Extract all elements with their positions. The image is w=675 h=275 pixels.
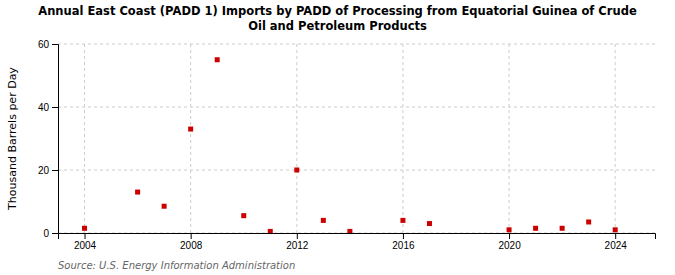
x-tick-mark bbox=[403, 233, 404, 239]
point bbox=[613, 227, 618, 232]
y-tick-label: 60 bbox=[38, 39, 50, 50]
point bbox=[347, 229, 352, 233]
point bbox=[188, 127, 193, 132]
y-tick-mark bbox=[52, 233, 58, 234]
point bbox=[533, 226, 538, 231]
chart: 2004 2008 2012 2016 2020 2024 0 20 40 60 Annual Ea… bbox=[0, 0, 675, 275]
x-axis-line bbox=[59, 234, 656, 240]
y-tick-label: 0 bbox=[43, 228, 49, 239]
point bbox=[135, 190, 140, 195]
x-tick-mark bbox=[85, 233, 86, 239]
y-axis-title: Thousand Barrels per Day bbox=[6, 67, 19, 211]
grid bbox=[58, 44, 655, 233]
point bbox=[427, 221, 432, 226]
y-tick: 0 bbox=[43, 228, 58, 239]
y-tick-mark bbox=[52, 107, 58, 108]
point bbox=[294, 168, 299, 173]
grid-line-x bbox=[509, 44, 510, 233]
x-tick: 2012 bbox=[286, 233, 309, 251]
grid-line-y bbox=[58, 107, 655, 108]
y-tick: 40 bbox=[38, 102, 58, 113]
title: Annual East Coast (PADD 1) Imports by PA… bbox=[38, 4, 637, 33]
x-tick-mark bbox=[615, 233, 616, 239]
grid-line-x bbox=[84, 44, 85, 233]
x-tick: 2008 bbox=[180, 233, 203, 251]
source: Source: U.S. Energy Information Administ… bbox=[58, 260, 295, 271]
grid-line-x bbox=[190, 44, 191, 233]
point bbox=[162, 204, 167, 209]
point bbox=[241, 213, 246, 218]
x-tick: 2024 bbox=[605, 233, 628, 251]
point bbox=[268, 229, 273, 233]
x-tick-mark bbox=[297, 233, 298, 239]
plot: 2004 2008 2012 2016 2020 2024 0 20 40 60 bbox=[38, 39, 656, 251]
x-axis: 2004 2008 2012 2016 2020 2024 bbox=[59, 233, 656, 251]
grid-line-x bbox=[615, 44, 616, 233]
point bbox=[507, 227, 512, 232]
x-tick-mark bbox=[191, 233, 192, 239]
grid-line-x bbox=[402, 44, 403, 233]
point bbox=[400, 218, 405, 223]
y-tick-label: 40 bbox=[38, 102, 50, 113]
title-line: Oil and Petroleum Products bbox=[248, 19, 427, 33]
x-tick-label: 2008 bbox=[180, 240, 203, 251]
point bbox=[560, 226, 565, 231]
grid-line-y bbox=[58, 170, 655, 171]
x-tick-label: 2012 bbox=[286, 240, 309, 251]
title-line: Annual East Coast (PADD 1) Imports by PA… bbox=[38, 4, 637, 18]
y-tick-mark bbox=[52, 170, 58, 171]
points bbox=[82, 57, 618, 233]
y-tick: 60 bbox=[38, 39, 58, 50]
x-tick: 2016 bbox=[392, 233, 415, 251]
x-tick-label: 2024 bbox=[605, 240, 628, 251]
y-axis-line bbox=[52, 45, 59, 234]
x-tick-label: 2020 bbox=[498, 240, 521, 251]
grid-line-y bbox=[58, 44, 655, 45]
point bbox=[215, 57, 220, 62]
x-tick: 2004 bbox=[74, 233, 97, 251]
y-tick-mark bbox=[52, 44, 58, 45]
point bbox=[82, 226, 87, 231]
x-tick: 2020 bbox=[498, 233, 521, 251]
y-tick: 20 bbox=[38, 165, 58, 176]
x-tick-mark bbox=[509, 233, 510, 239]
y-axis: 0 20 40 60 bbox=[38, 39, 59, 239]
point bbox=[321, 218, 326, 223]
grid-line-x bbox=[296, 44, 297, 233]
point bbox=[586, 219, 591, 224]
x-tick-label: 2004 bbox=[74, 240, 97, 251]
x-tick-label: 2016 bbox=[392, 240, 415, 251]
y-tick-label: 20 bbox=[38, 165, 50, 176]
